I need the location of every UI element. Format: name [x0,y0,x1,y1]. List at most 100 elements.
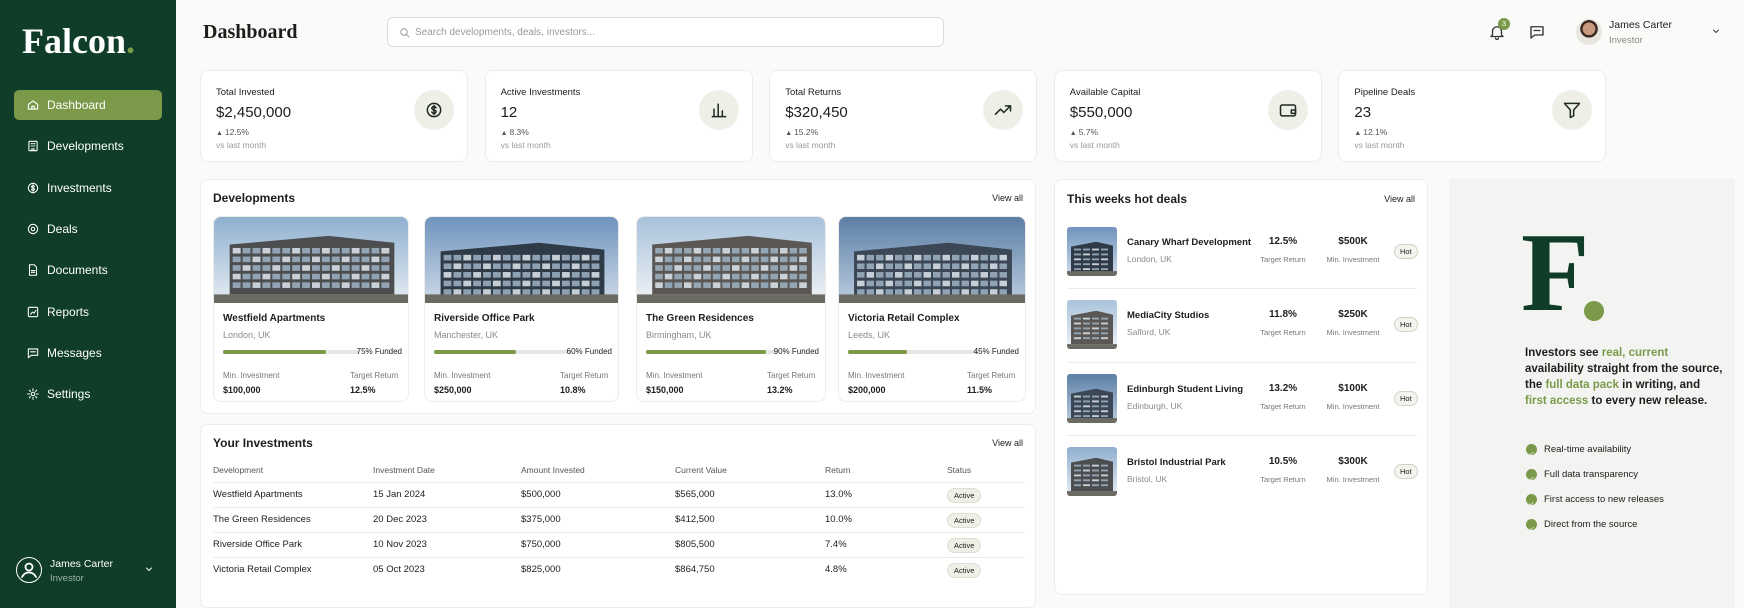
return-label: Target Return [967,371,1016,380]
nav-icon [26,346,40,360]
change-arrow: ▲ [216,130,225,137]
table-cell: Riverside Office Park [213,539,303,550]
promo-text-part: Investors see [1525,347,1602,359]
table-cell: $805,500 [675,539,715,550]
header-user-menu[interactable] [1710,24,1722,36]
column-header: Amount Invested [521,465,585,475]
stat-note: vs last month [785,140,836,150]
stat-change: ▲ 12.5% [216,127,249,137]
table-cell: The Green Residences [213,514,311,525]
table-cell: 15 Jan 2024 [373,489,426,500]
deal-location: Salford, UK [1127,327,1171,338]
development-location: Manchester, UK [434,330,499,340]
nav-item[interactable]: Dashboard [14,90,162,120]
stat-note: vs last month [500,140,551,150]
development-location: London, UK [223,330,271,340]
investments-panel: Your Investments View all Development Inves… [200,424,1036,608]
column-header: Investment Date [373,465,435,475]
change-arrow: ▲ [785,130,795,137]
table-cell: $565,000 [675,489,715,500]
development-card[interactable]: Westfield Apartments London, UK 75% Funded… [213,216,409,402]
progress-bar [434,350,516,354]
stat-label: Total Returns [785,87,842,98]
development-card[interactable]: Riverside Office Park Manchester, UK 60% F… [424,216,619,402]
nav-item[interactable]: Documents [14,255,162,285]
table-cell: $500,000 [521,489,561,500]
stat-value: $2,450,000 [216,104,292,121]
logo-dot: . [126,21,135,61]
promo-highlight: real, current [1601,347,1669,359]
deal-name: Edinburgh Student Living [1127,383,1244,395]
view-all[interactable]: View all [1384,194,1415,204]
return-value: 13.2% [767,385,793,395]
change-arrow: ▲ [500,130,510,137]
nav-label: Deals [47,221,78,236]
nav-item[interactable]: Developments [14,131,162,161]
view-all[interactable]: View all [992,193,1023,203]
nav-item[interactable]: Settings [14,379,162,409]
progress-track [848,350,980,354]
deal-image [1067,373,1117,423]
change-arrow: ▲ [1069,130,1079,137]
development-card[interactable]: Victoria Retail Complex Leeds, UK 45% Fund… [838,216,1026,402]
promo-logo-dot [1584,301,1604,321]
deal-row[interactable]: Edinburgh Student Living Edinburgh, UK 13.… [1055,374,1429,423]
table-cell: 10 Nov 2023 [373,539,427,550]
deal-return: 12.5% [1268,236,1298,247]
deal-image [1067,447,1117,497]
development-location: Birmingham, UK [646,330,712,340]
messages-button[interactable] [1528,23,1546,41]
promo-text-part: to every new release. [1588,395,1708,407]
user-role: Investor [50,573,84,584]
table-cell: 05 Oct 2023 [373,564,425,575]
deal-min: $300K [1338,456,1368,468]
row-divider [213,557,1025,558]
column-header: Status [947,465,972,475]
stat-icon [698,90,739,130]
development-image [425,217,618,303]
deal-row[interactable]: Canary Wharf Development London, UK 12.5% T… [1055,227,1429,276]
status-chip: Active [947,513,982,528]
deal-row[interactable]: MediaCity Studios Salford, UK 11.8% Target … [1055,300,1429,349]
stat-icon [983,90,1024,130]
search-placeholder: Search developments, deals, investors... [415,27,596,38]
nav-item[interactable]: Investments [14,173,162,203]
search-box[interactable]: Search developments, deals, investors... [387,17,944,47]
nav-icon [26,181,40,195]
check-glyph [1527,495,1536,506]
change-value: 5.7% [1078,127,1099,137]
row-divider [213,482,1025,483]
table-cell: $825,000 [521,564,561,575]
deal-name: MediaCity Studios [1127,310,1210,322]
stat-card: Pipeline Deals 23 ▲ 12.1% vs last month [1338,70,1607,162]
view-all[interactable]: View all [992,438,1023,448]
nav-item[interactable]: Messages [14,338,162,368]
nav-icon [26,263,40,277]
row-divider [1067,361,1417,363]
stat-change: ▲ 5.7% [1070,127,1098,137]
stat-value: 23 [1354,104,1372,121]
nav-label: Settings [47,387,91,402]
deal-min: $500K [1338,236,1368,247]
deal-row[interactable]: Bristol Industrial Park Bristol, UK 10.5% T… [1055,447,1429,496]
development-card[interactable]: The Green Residences Birmingham, UK 90% Fu… [636,216,826,402]
row-divider [213,532,1025,533]
hot-tag: Hot [1394,464,1418,480]
nav-item[interactable]: Reports [14,297,162,327]
development-name: Westfield Apartments [223,313,326,324]
notification-badge: 3 [1498,18,1510,30]
promo-text-part: availability straight from the source, t… [1525,363,1723,391]
status-chip: Active [947,488,982,503]
nav-item[interactable]: Deals [14,214,162,244]
stat-note: vs last month [1069,140,1120,150]
funded-label: 45% Funded [973,347,1019,356]
stat-icon-glyph [1278,100,1298,120]
hot-tag: Hot [1394,390,1418,406]
min-value: $150,000 [646,385,684,395]
promo-highlight: full data pack [1545,379,1619,391]
deal-location: Bristol, UK [1127,474,1168,485]
user-menu[interactable] [143,562,155,574]
nav-icon [26,98,40,112]
return-label: Target Return [767,371,816,380]
